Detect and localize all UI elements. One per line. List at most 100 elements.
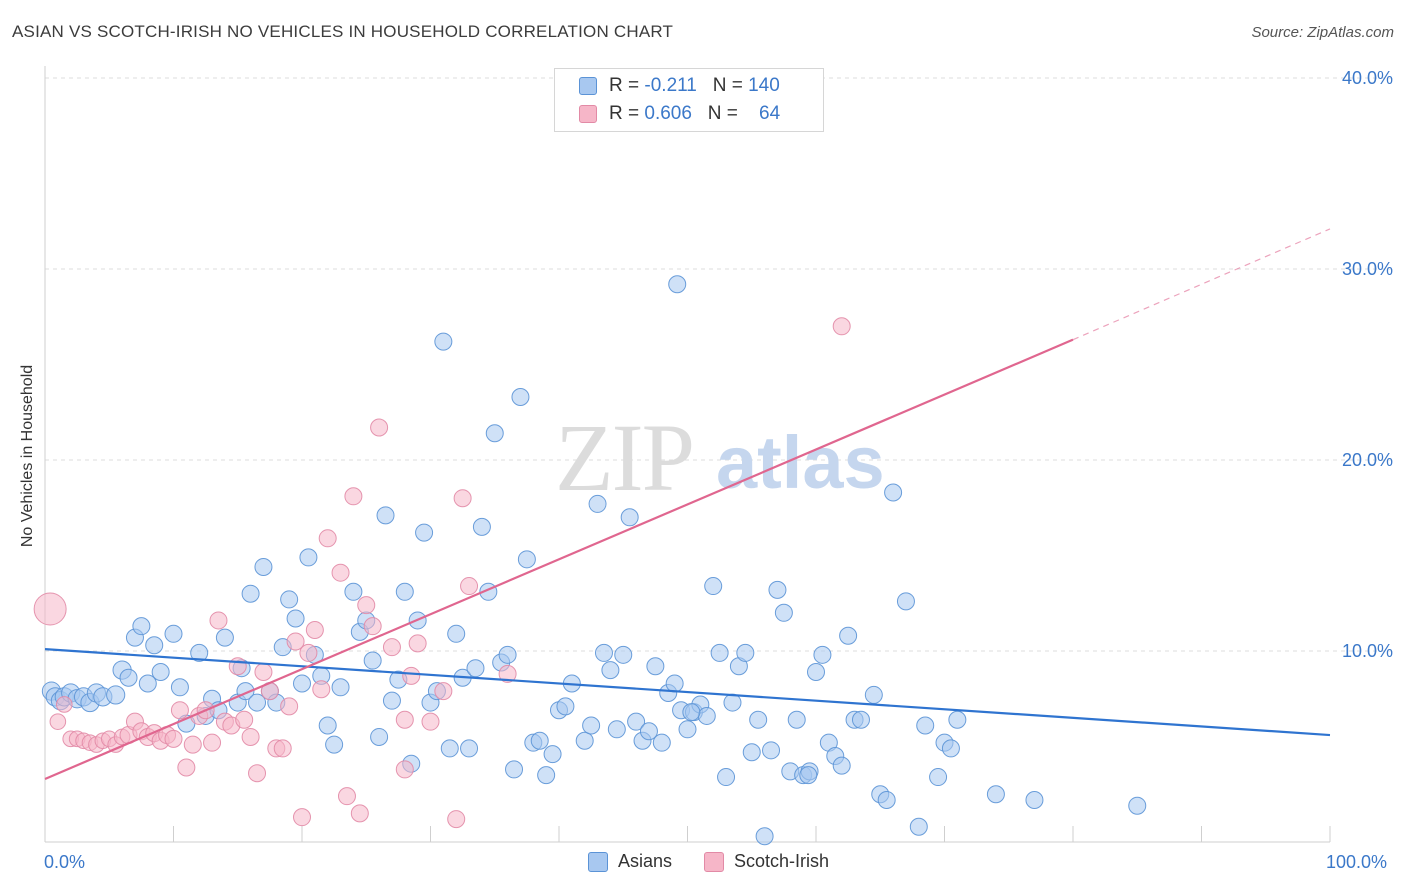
asians-point (678, 720, 697, 739)
asians-point (807, 663, 825, 682)
scotch-irish-point (254, 663, 273, 682)
scotch-irish-point (299, 643, 318, 662)
scotch-irish-point (318, 529, 337, 548)
scotch-irish-point (164, 729, 183, 748)
asians-point (601, 661, 620, 680)
legend-row-asians: R = -0.211 N = 140 (579, 74, 780, 98)
asians-point (799, 766, 818, 785)
asians-point (331, 678, 350, 697)
correlation-legend: R = -0.211 N = 140 R = 0.606 N = 64 (554, 68, 824, 132)
legend-item-asians: Asians (588, 851, 672, 872)
asians-point (248, 693, 267, 712)
y-tick-label: 40.0% (1342, 68, 1393, 88)
asians-swatch (588, 851, 608, 872)
legend-r-value: -0.211 (644, 75, 697, 96)
asians-point (575, 731, 594, 750)
scotch-irish-point (350, 804, 369, 823)
legend-r-label: R = (609, 103, 640, 124)
scotch-irish-point (832, 317, 851, 336)
series-legend: Asians Scotch-Irish (588, 851, 861, 872)
asians-point (762, 741, 781, 760)
asians-point (948, 710, 967, 729)
asians-point (106, 685, 126, 705)
scotch-irish-point (344, 487, 363, 506)
asians-point (485, 424, 504, 443)
asians-point (787, 710, 806, 729)
legend-n-value: 140 (748, 75, 780, 96)
scotch-irish-point (183, 735, 202, 754)
scotch-irish-point (382, 638, 401, 657)
asians-point (498, 645, 517, 664)
asians-point (682, 703, 701, 722)
axes (44, 66, 1331, 843)
scotch-irish-point (49, 713, 67, 730)
asians-point (582, 716, 601, 735)
asians-point (241, 584, 260, 603)
scotch-irish-point (235, 710, 254, 729)
legend-n-label: N = (712, 75, 743, 96)
asians-point (665, 674, 684, 693)
asians-point (620, 508, 639, 527)
asians-point (929, 768, 948, 787)
asians-point (627, 712, 646, 731)
scotch-irish-point (453, 489, 472, 508)
x-tick-min: 0.0% (44, 852, 86, 872)
watermark-atlas: atlas (716, 421, 885, 504)
asians-point (151, 663, 170, 682)
asians-point (697, 706, 716, 725)
asians-point (440, 739, 459, 758)
watermark-zip: ZIP (555, 404, 693, 511)
asians-point (832, 756, 851, 775)
asians-point (884, 483, 903, 502)
asians-point (517, 550, 536, 569)
asians-point (434, 332, 453, 351)
scotch-irish-point (434, 682, 453, 701)
legend-n-value: 64 (759, 103, 781, 124)
asians-point (864, 685, 883, 704)
scotch-irish-point (402, 666, 421, 685)
asians-point (293, 674, 311, 693)
scotch-irish-point (395, 710, 414, 729)
asians-swatch (579, 77, 597, 95)
asians-point (325, 735, 344, 754)
asians-point (909, 817, 928, 836)
legend-row-scotch-irish: R = 0.606 N = 64 (579, 102, 780, 126)
asians-point (511, 387, 530, 406)
y-tick-label: 10.0% (1342, 641, 1393, 661)
scotch-irish-points (33, 97, 851, 829)
asians-point (851, 710, 870, 729)
scotch-irish-trend-extension (1072, 228, 1331, 341)
y-tick-label: 20.0% (1342, 450, 1393, 470)
scotch-irish-point (460, 577, 479, 596)
scotch-irish-point (55, 696, 73, 713)
scotch-irish-point (421, 712, 440, 731)
legend-label-asians: Asians (618, 851, 673, 871)
scotch-irish-point (498, 664, 517, 683)
asians-point (916, 716, 935, 735)
asians-point (755, 827, 774, 846)
asians-point (543, 745, 562, 764)
scotch-irish-point (273, 739, 292, 758)
asians-point (466, 659, 485, 678)
asians-point (530, 731, 549, 750)
asians-point (254, 557, 273, 576)
scotch-irish-point (312, 680, 331, 699)
asians-point (190, 643, 209, 662)
asians-point (1128, 796, 1147, 815)
asians-point (447, 624, 466, 643)
asians-point (813, 645, 832, 664)
scotch-irish-point (177, 758, 196, 777)
asians-point (896, 592, 915, 611)
asians-point (382, 691, 401, 710)
legend-label-scotch-irish: Scotch-Irish (734, 851, 830, 871)
asians-point (723, 693, 742, 712)
scotch-irish-point (305, 620, 324, 639)
scotch-irish-point (331, 563, 350, 582)
asians-point (286, 609, 305, 628)
legend-r-value: 0.606 (644, 103, 692, 124)
asians-point (710, 643, 729, 662)
asians-point (415, 523, 434, 542)
asians-point (376, 506, 395, 525)
scotch-irish-point (280, 697, 299, 716)
